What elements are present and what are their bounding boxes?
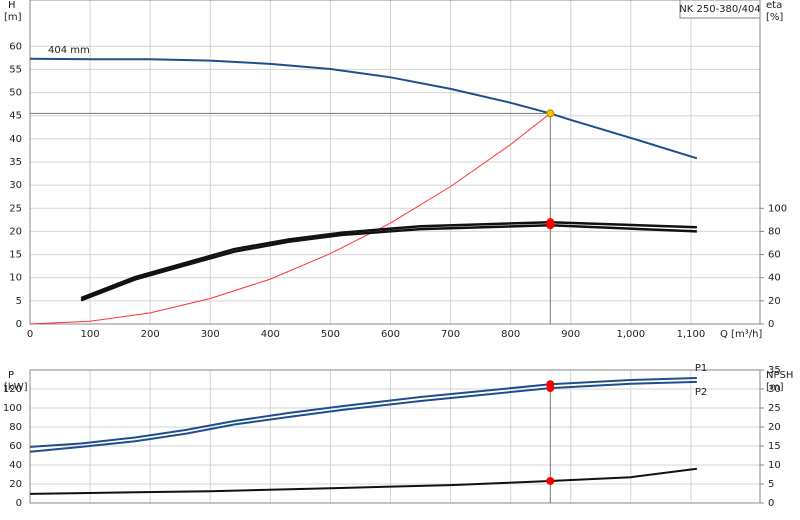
operating-point: [546, 476, 555, 485]
plot-frame: [29, 0, 761, 325]
x-tick-label: 100: [81, 329, 100, 340]
y-tick-label: 50: [9, 88, 22, 99]
y-tick-label: 120: [3, 384, 22, 395]
x-tick-label: 1,100: [677, 329, 706, 340]
y-tick-label: 60: [9, 441, 22, 452]
y2-tick-label: 0: [768, 498, 774, 509]
data-line: [80, 224, 697, 302]
y2-tick-label: 10: [768, 460, 781, 471]
y2-tick-label: 25: [768, 403, 781, 414]
data-line: [80, 220, 697, 300]
y2-tick-label: 35: [768, 365, 781, 376]
y2-axis-unit: [m]: [766, 382, 784, 393]
series-label: P2: [695, 387, 707, 398]
y2-tick-label: 30: [768, 384, 781, 395]
data-line: [29, 467, 698, 495]
y2-tick-label: 20: [768, 422, 781, 433]
x-tick-label: 1,000: [617, 329, 646, 340]
y2-axis-label: NPSH: [766, 370, 793, 381]
y-tick-label: 35: [9, 157, 22, 168]
plot-area: [30, 370, 760, 503]
x-tick-label: 500: [321, 329, 340, 340]
y-tick-label: 5: [16, 296, 22, 307]
y-tick-label: 25: [9, 203, 22, 214]
y-tick-label: 45: [9, 111, 22, 122]
y-tick-label: 60: [9, 41, 22, 52]
data-line: [29, 113, 551, 325]
y-tick-label: 20: [9, 226, 22, 237]
y2-axis-label: eta: [766, 0, 782, 11]
x-tick-label: 600: [381, 329, 400, 340]
title-box: [679, 0, 761, 19]
y-tick-label: 0: [16, 498, 22, 509]
y-tick-label: 40: [9, 134, 22, 145]
x-tick-label: 300: [201, 329, 220, 340]
y-tick-label: 40: [9, 460, 22, 471]
y-axis-unit: [kW]: [4, 382, 28, 393]
x-tick-label: 200: [141, 329, 160, 340]
data-line: [29, 377, 697, 448]
y-tick-label: 55: [9, 64, 22, 75]
y-tick-label: 20: [9, 479, 22, 490]
x-tick-label: 900: [561, 329, 580, 340]
x-tick-label: 700: [441, 329, 460, 340]
y2-tick-label: 0: [768, 319, 774, 330]
plot-frame: [29, 369, 761, 504]
series-label: 404 mm: [48, 45, 90, 56]
operating-point: [546, 384, 555, 393]
data-line: [29, 380, 697, 453]
x-axis-label: Q [m³/h]: [720, 329, 762, 340]
y-tick-label: 80: [9, 422, 22, 433]
data-line: [29, 57, 698, 160]
y2-tick-label: 60: [768, 250, 781, 261]
y2-tick-label: 80: [768, 226, 781, 237]
series-label: P1: [695, 363, 707, 374]
y2-axis-unit: [%]: [766, 12, 783, 23]
y2-tick-label: 20: [768, 296, 781, 307]
y2-tick-label: 40: [768, 273, 781, 284]
operating-point: [546, 109, 555, 118]
y2-tick-label: 5: [768, 479, 774, 490]
x-tick-label: 400: [261, 329, 280, 340]
y-tick-label: 30: [9, 180, 22, 191]
y-tick-label: 10: [9, 273, 22, 284]
x-tick-label: 800: [501, 329, 520, 340]
y-tick-label: 100: [3, 403, 22, 414]
operating-point: [546, 221, 555, 230]
y-tick-label: 15: [9, 250, 22, 261]
y2-tick-label: 100: [768, 203, 787, 214]
x-tick-label: 0: [27, 329, 33, 340]
y-tick-label: 0: [16, 319, 22, 330]
y-axis-unit: [m]: [4, 12, 22, 23]
y2-tick-label: 15: [768, 441, 781, 452]
chart-title: NK 250-380/404: [679, 4, 760, 15]
y-axis-label: H: [8, 0, 16, 11]
y-axis-label: P: [8, 370, 14, 381]
